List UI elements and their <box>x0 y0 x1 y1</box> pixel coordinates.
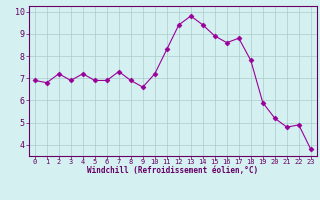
X-axis label: Windchill (Refroidissement éolien,°C): Windchill (Refroidissement éolien,°C) <box>87 166 258 175</box>
